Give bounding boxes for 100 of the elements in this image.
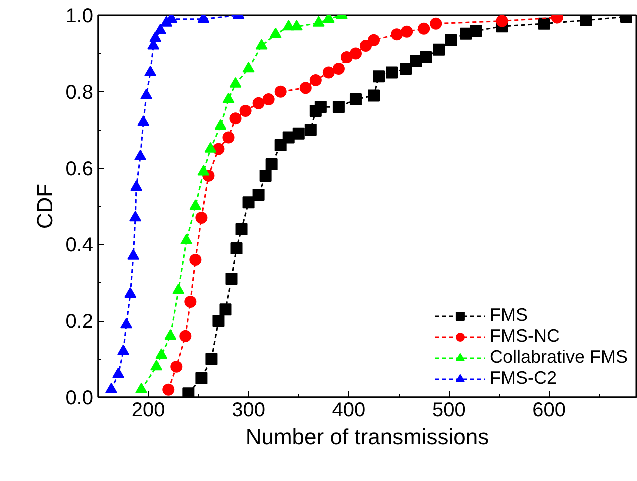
point bbox=[212, 315, 225, 328]
point bbox=[184, 296, 197, 308]
point bbox=[332, 62, 345, 75]
point bbox=[230, 112, 242, 125]
point bbox=[401, 26, 414, 38]
point bbox=[120, 318, 133, 329]
point bbox=[322, 66, 335, 79]
legend-label: FMS-C2 bbox=[490, 368, 557, 389]
point bbox=[222, 92, 235, 104]
point bbox=[262, 94, 275, 106]
point bbox=[304, 124, 317, 136]
y-tick-label: 0.4 bbox=[66, 234, 94, 257]
point bbox=[128, 249, 140, 260]
point bbox=[252, 189, 265, 202]
point bbox=[310, 74, 322, 86]
point bbox=[144, 66, 157, 76]
point bbox=[496, 16, 508, 28]
point bbox=[226, 273, 238, 286]
point bbox=[445, 34, 458, 46]
point bbox=[360, 40, 372, 52]
point bbox=[420, 52, 432, 64]
point bbox=[140, 88, 153, 100]
point bbox=[134, 150, 147, 161]
point bbox=[242, 62, 255, 73]
point bbox=[252, 97, 265, 110]
legend-label: Collabrative FMS bbox=[490, 347, 628, 368]
point bbox=[220, 304, 232, 316]
point bbox=[368, 90, 380, 102]
point bbox=[300, 82, 312, 94]
point bbox=[433, 44, 446, 56]
point bbox=[196, 212, 208, 224]
point bbox=[266, 158, 278, 170]
y-tick-label: 0.6 bbox=[66, 158, 94, 180]
point bbox=[470, 25, 482, 38]
point bbox=[368, 34, 380, 46]
x-axis-title: Number of transmissions bbox=[246, 424, 490, 450]
x-tick-label: 300 bbox=[232, 400, 266, 422]
point bbox=[150, 360, 163, 371]
point bbox=[256, 39, 268, 50]
point bbox=[130, 211, 142, 222]
y-tick-label: 0.0 bbox=[66, 388, 94, 410]
y-tick-label: 1.0 bbox=[66, 6, 94, 28]
point bbox=[332, 101, 345, 114]
point bbox=[138, 116, 150, 126]
point bbox=[538, 18, 550, 30]
point bbox=[290, 20, 303, 31]
point bbox=[580, 16, 592, 26]
x-tick-label: 600 bbox=[532, 400, 566, 422]
point bbox=[430, 18, 442, 30]
point bbox=[130, 180, 143, 192]
point bbox=[240, 105, 252, 117]
legend-label: FMS bbox=[490, 305, 528, 326]
y-tick-label: 0.2 bbox=[66, 311, 94, 334]
point bbox=[230, 242, 243, 255]
point bbox=[182, 388, 195, 398]
y-tick-label: 0.8 bbox=[66, 82, 94, 104]
point bbox=[112, 368, 125, 378]
point bbox=[190, 254, 202, 266]
point bbox=[386, 66, 398, 79]
point bbox=[400, 62, 412, 75]
point bbox=[236, 223, 248, 236]
point bbox=[260, 170, 272, 182]
point bbox=[172, 284, 185, 294]
point bbox=[242, 196, 255, 209]
point bbox=[292, 128, 305, 140]
point bbox=[230, 77, 242, 88]
x-tick-label: 200 bbox=[132, 400, 166, 422]
point bbox=[162, 384, 175, 396]
point bbox=[214, 119, 227, 130]
point bbox=[164, 330, 177, 340]
point bbox=[136, 383, 148, 394]
point bbox=[418, 22, 430, 35]
point bbox=[270, 28, 282, 38]
point bbox=[274, 86, 287, 98]
point bbox=[180, 330, 192, 342]
point bbox=[206, 353, 218, 366]
point bbox=[340, 52, 353, 64]
point bbox=[154, 24, 167, 34]
point bbox=[198, 165, 210, 176]
point bbox=[156, 348, 168, 360]
x-tick-label: 500 bbox=[432, 400, 466, 422]
point bbox=[170, 360, 183, 373]
point bbox=[190, 200, 202, 210]
point bbox=[391, 28, 404, 41]
point bbox=[350, 48, 362, 60]
point bbox=[350, 94, 362, 106]
point bbox=[312, 16, 325, 27]
point bbox=[118, 344, 130, 356]
point bbox=[222, 132, 235, 144]
y-axis-title: CDF bbox=[32, 184, 58, 230]
point bbox=[196, 372, 208, 384]
point bbox=[373, 70, 386, 83]
legend-label: FMS-NC bbox=[490, 326, 560, 347]
point bbox=[106, 383, 118, 394]
point bbox=[150, 32, 162, 42]
x-tick-label: 400 bbox=[332, 400, 366, 422]
point bbox=[180, 234, 193, 245]
point bbox=[314, 101, 327, 114]
point bbox=[204, 142, 217, 153]
point bbox=[124, 288, 137, 298]
